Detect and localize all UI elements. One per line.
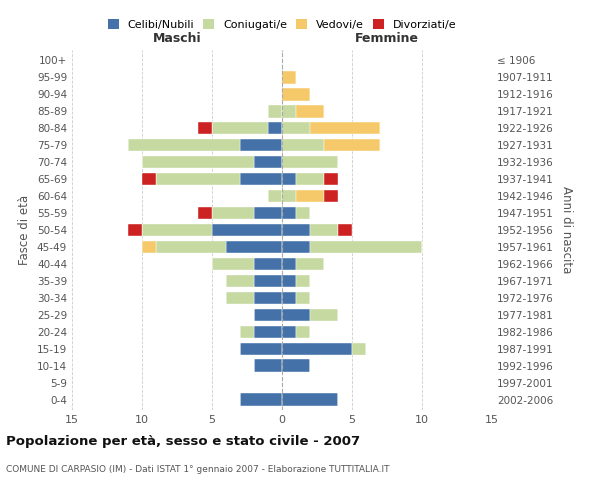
- Bar: [128, 224, 142, 236]
- Bar: [268, 105, 282, 118]
- Bar: [282, 138, 324, 151]
- Bar: [156, 240, 226, 254]
- Bar: [282, 274, 296, 287]
- Bar: [212, 258, 254, 270]
- Bar: [142, 172, 156, 186]
- Bar: [296, 326, 310, 338]
- Bar: [296, 206, 310, 220]
- Bar: [310, 240, 422, 254]
- Bar: [226, 292, 254, 304]
- Bar: [282, 326, 296, 338]
- Bar: [338, 224, 352, 236]
- Bar: [254, 274, 282, 287]
- Bar: [254, 326, 282, 338]
- Bar: [240, 138, 282, 151]
- Bar: [282, 224, 310, 236]
- Bar: [282, 258, 296, 270]
- Bar: [212, 122, 268, 134]
- Bar: [352, 342, 366, 355]
- Bar: [282, 308, 310, 322]
- Bar: [226, 240, 282, 254]
- Bar: [240, 342, 282, 355]
- Bar: [310, 308, 338, 322]
- Bar: [282, 88, 310, 101]
- Bar: [282, 156, 338, 168]
- Bar: [254, 258, 282, 270]
- Bar: [268, 190, 282, 202]
- Bar: [310, 224, 338, 236]
- Bar: [198, 206, 212, 220]
- Bar: [324, 138, 380, 151]
- Text: Maschi: Maschi: [152, 32, 202, 45]
- Bar: [212, 206, 254, 220]
- Bar: [198, 122, 212, 134]
- Bar: [142, 240, 156, 254]
- Bar: [282, 240, 310, 254]
- Y-axis label: Anni di nascita: Anni di nascita: [560, 186, 573, 274]
- Bar: [282, 342, 352, 355]
- Bar: [142, 156, 254, 168]
- Bar: [156, 172, 240, 186]
- Text: Femmine: Femmine: [355, 32, 419, 45]
- Bar: [240, 326, 254, 338]
- Bar: [296, 258, 324, 270]
- Legend: Celibi/Nubili, Coniugati/e, Vedovi/e, Divorziati/e: Celibi/Nubili, Coniugati/e, Vedovi/e, Di…: [107, 20, 457, 30]
- Bar: [254, 308, 282, 322]
- Bar: [282, 292, 296, 304]
- Bar: [226, 274, 254, 287]
- Bar: [282, 122, 310, 134]
- Bar: [296, 105, 324, 118]
- Bar: [212, 224, 282, 236]
- Bar: [254, 292, 282, 304]
- Bar: [310, 122, 380, 134]
- Bar: [296, 274, 310, 287]
- Bar: [282, 105, 296, 118]
- Bar: [128, 138, 240, 151]
- Bar: [282, 206, 296, 220]
- Bar: [282, 190, 296, 202]
- Bar: [296, 172, 324, 186]
- Bar: [282, 360, 310, 372]
- Bar: [254, 206, 282, 220]
- Bar: [324, 190, 338, 202]
- Text: Popolazione per età, sesso e stato civile - 2007: Popolazione per età, sesso e stato civil…: [6, 435, 360, 448]
- Bar: [282, 172, 296, 186]
- Bar: [282, 71, 296, 84]
- Bar: [142, 224, 212, 236]
- Bar: [268, 122, 282, 134]
- Bar: [254, 360, 282, 372]
- Text: COMUNE DI CARPASIO (IM) - Dati ISTAT 1° gennaio 2007 - Elaborazione TUTTITALIA.I: COMUNE DI CARPASIO (IM) - Dati ISTAT 1° …: [6, 465, 389, 474]
- Bar: [240, 394, 282, 406]
- Bar: [240, 172, 282, 186]
- Bar: [296, 292, 310, 304]
- Bar: [282, 394, 338, 406]
- Bar: [254, 156, 282, 168]
- Y-axis label: Fasce di età: Fasce di età: [19, 195, 31, 265]
- Bar: [324, 172, 338, 186]
- Bar: [296, 190, 324, 202]
